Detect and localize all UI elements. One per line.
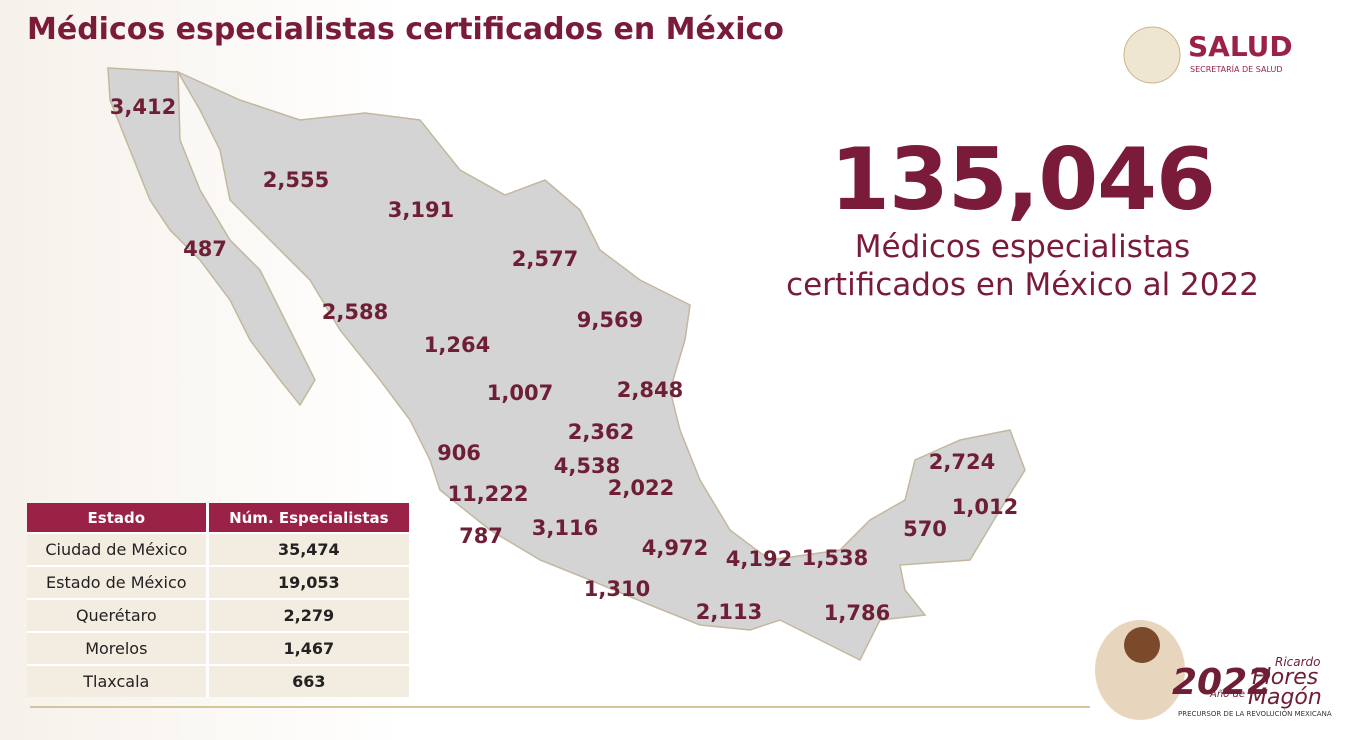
logo-subtitle: SECRETARÍA DE SALUD [1190,63,1283,74]
footer-name: Magón [1248,685,1322,710]
map-label: 2,588 [322,300,388,324]
map-label: 2,724 [929,450,995,474]
table-row: Estado de México 19,053 [27,565,409,599]
footer-name: Flores [1252,665,1318,690]
count-cell: 2,279 [205,598,409,632]
map-baja [107,67,316,407]
table-header: Núm. Especialistas [205,503,409,533]
logo-name: SALUD [1188,30,1293,63]
count-cell: 663 [205,664,409,697]
table-row: Morelos 1,467 [27,631,409,665]
map-label: 2,848 [617,378,683,402]
map-label: 487 [183,237,227,261]
table-header: Estado [27,503,208,533]
count-cell: 35,474 [205,532,409,566]
map-label: 570 [903,517,947,541]
map-label: 11,222 [447,482,528,506]
footer-name: Ricardo [1275,655,1321,669]
state-cell: Ciudad de México [27,532,208,566]
map-label: 4,538 [554,454,620,478]
footer-ano-de: Año de [1209,689,1245,700]
table: Estado Núm. Especialistas Ciudad de Méxic… [27,503,409,697]
footer-logo: 2022 Año de Ricardo Flores Magón PRECURS… [1095,620,1332,720]
map-label: 9,569 [577,308,643,332]
map-label: 787 [459,524,503,548]
map-label: 1,264 [424,333,490,357]
table-body: Ciudad de México 35,474 Estado de México 19… [27,532,409,697]
map-label: 2,022 [608,476,674,500]
map-label: 1,786 [824,601,890,625]
map-label: 2,577 [512,247,578,271]
caption-line: Médicos especialistas [854,229,1191,265]
map-label: 2,555 [263,168,329,192]
state-cell: Morelos [27,631,208,665]
map-label: 1,012 [952,495,1018,519]
map-label: 1,538 [802,546,868,570]
map-label: 1,007 [487,381,553,405]
count-cell: 1,467 [205,631,409,665]
state-cell: Querétaro [27,598,208,632]
map-label: 3,412 [110,95,176,119]
map-label: 4,972 [642,536,708,560]
map-label: 3,116 [532,516,598,540]
title: Médicos especialistas certificados en Mé… [27,12,784,47]
map-label: 906 [437,441,481,465]
table-row: Querétaro 2,279 [27,598,409,632]
map-label: 3,191 [388,198,454,222]
map-label: 2,113 [696,600,762,624]
map-mainland [176,70,1026,662]
salud-logo: SALUD SECRETARÍA DE SALUD [1123,26,1293,84]
footer-year: 2022 [1172,662,1272,703]
caption: Médicos especialistas certificados en Mé… [740,228,1305,304]
table-row: Tlaxcala 663 [27,664,409,697]
state-cell: Estado de México [27,565,208,599]
count-cell: 19,053 [205,565,409,599]
footer-tagline: PRECURSOR DE LA REVOLUCIÓN MEXICANA [1178,709,1332,718]
map-label: 2,362 [568,420,634,444]
table-row: Ciudad de México 35,474 [27,532,409,566]
map-label: 4,192 [726,547,792,571]
state-cell: Tlaxcala [27,664,208,697]
total: 135,046 [830,130,1216,230]
map-label: 1,310 [584,577,650,601]
map-labels: 3,412 2,555 3,191 487 2,577 2,588 9,569 1,264 1,… [110,95,1018,625]
caption-line: certificados en México al 2022 [786,267,1259,303]
